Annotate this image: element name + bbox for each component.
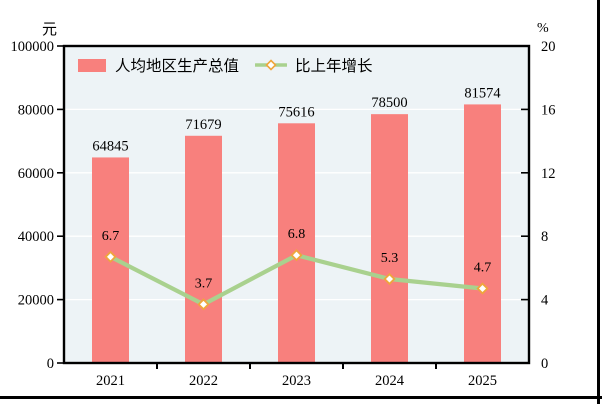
bar-value-label: 78500: [371, 95, 407, 111]
bar-2023: [278, 123, 315, 364]
chart-legend: 人均地区生产总值 比上年增长: [78, 55, 373, 75]
right-axis-unit: %: [537, 21, 549, 36]
right-axis-tick-label: 16: [541, 102, 556, 118]
left-axis-tick-label: 60000: [18, 166, 54, 182]
line-value-label: 3.7: [195, 276, 213, 291]
left-axis-tick-label: 40000: [18, 229, 54, 245]
right-axis-tick-label: 8: [541, 229, 548, 245]
plot-border: [62, 44, 531, 365]
line-marker: [290, 249, 303, 262]
bar-2024: [371, 114, 408, 363]
line-value-label: 6.8: [288, 227, 306, 242]
legend-bar-swatch-icon: [78, 58, 106, 72]
line-marker: [383, 272, 396, 286]
legend-line-icon: [255, 59, 288, 71]
frame-border-right: [597, 0, 600, 404]
legend-bar-label: 人均地区生产总值: [115, 58, 240, 75]
left-axis-tick-label: 80000: [18, 102, 54, 118]
right-axis-tick-label: 4: [541, 293, 549, 309]
x-axis-label: 2025: [468, 373, 497, 389]
x-axis-label: 2024: [375, 373, 405, 389]
left-axis-unit: 元: [41, 22, 57, 38]
bar-value-label: 81574: [464, 85, 501, 101]
left-axis-tick-label: 0: [47, 356, 54, 372]
bar-value-label: 71679: [185, 117, 221, 133]
line-marker: [104, 250, 117, 263]
right-axis-tick-label: 20: [541, 39, 556, 55]
left-axis-tick-label: 20000: [18, 293, 54, 309]
line-marker: [197, 298, 210, 311]
bar-2025: [464, 104, 501, 363]
bar-value-label: 75616: [278, 104, 314, 120]
bar-2022: [185, 135, 222, 363]
x-axis-label: 2023: [282, 373, 311, 389]
right-axis-tick-label: 0: [541, 356, 548, 372]
x-axis-label: 2022: [189, 373, 218, 389]
frame-border-bottom: [0, 396, 602, 399]
line-value-label: 6.7: [102, 229, 120, 244]
line-value-label: 5.3: [381, 251, 399, 266]
line-marker: [476, 282, 489, 295]
left-axis-tick-label: 100000: [11, 39, 55, 55]
legend-line-label: 比上年增长: [295, 58, 373, 75]
x-axis-label: 2021: [96, 373, 125, 389]
bar-value-label: 64845: [92, 138, 128, 154]
right-axis-tick-label: 12: [541, 166, 556, 182]
line-value-label: 4.7: [474, 261, 492, 276]
